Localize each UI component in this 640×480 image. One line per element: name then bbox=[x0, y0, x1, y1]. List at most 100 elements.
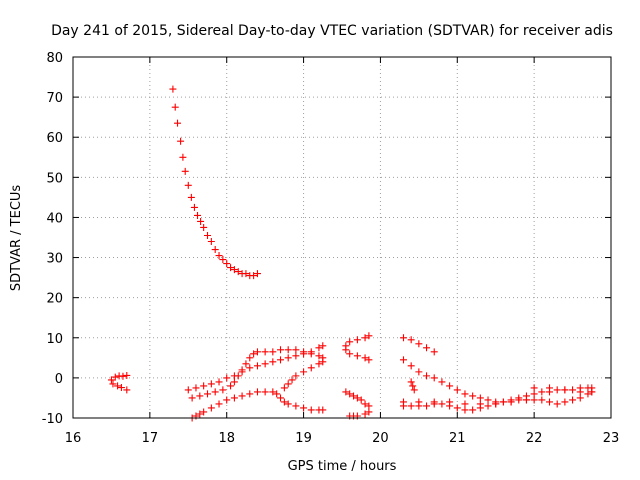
data-point bbox=[250, 272, 258, 280]
data-point bbox=[215, 400, 223, 408]
series-arc-7 bbox=[342, 332, 373, 420]
data-point bbox=[476, 394, 484, 402]
data-point bbox=[204, 231, 211, 239]
data-point bbox=[288, 376, 296, 384]
data-point bbox=[353, 394, 361, 402]
data-point bbox=[277, 346, 285, 354]
data-point bbox=[223, 374, 231, 382]
data-point bbox=[461, 400, 469, 408]
data-point bbox=[342, 346, 350, 354]
data-point bbox=[553, 400, 561, 408]
data-point bbox=[246, 354, 254, 362]
data-point bbox=[207, 380, 215, 388]
data-point bbox=[261, 388, 269, 396]
data-point bbox=[561, 386, 569, 394]
data-point bbox=[284, 346, 292, 354]
data-point bbox=[253, 348, 261, 356]
data-point bbox=[261, 360, 269, 368]
data-point bbox=[107, 376, 115, 384]
data-point bbox=[219, 386, 227, 394]
data-point bbox=[515, 394, 523, 402]
data-point bbox=[253, 362, 261, 370]
data-point bbox=[430, 348, 438, 356]
data-point bbox=[194, 211, 202, 219]
data-point bbox=[319, 358, 327, 366]
data-point bbox=[211, 246, 219, 254]
data-point bbox=[300, 368, 308, 376]
data-point bbox=[453, 404, 461, 412]
data-point bbox=[546, 384, 554, 392]
data-point bbox=[196, 410, 204, 418]
data-point bbox=[215, 252, 223, 260]
data-point bbox=[407, 378, 415, 386]
data-point bbox=[269, 348, 277, 356]
data-point bbox=[234, 268, 242, 276]
data-point bbox=[357, 396, 365, 404]
data-point bbox=[415, 368, 423, 376]
data-point bbox=[207, 238, 215, 246]
data-point bbox=[250, 350, 258, 358]
data-point bbox=[219, 256, 227, 264]
data-point bbox=[307, 350, 315, 358]
data-point bbox=[114, 382, 122, 390]
data-point bbox=[399, 398, 407, 406]
y-tick-label: 40 bbox=[46, 211, 63, 226]
data-point bbox=[315, 360, 323, 368]
data-point bbox=[227, 264, 235, 272]
data-point bbox=[171, 103, 179, 111]
data-point bbox=[430, 374, 438, 382]
x-tick-label: 19 bbox=[295, 431, 312, 446]
data-point bbox=[261, 348, 269, 356]
data-point bbox=[346, 390, 354, 398]
series-arc-5 bbox=[188, 346, 327, 402]
data-point bbox=[242, 270, 250, 278]
data-point bbox=[561, 398, 569, 406]
data-point bbox=[238, 366, 246, 374]
data-point bbox=[446, 382, 454, 390]
data-point bbox=[438, 378, 446, 386]
data-point bbox=[365, 402, 373, 410]
data-point bbox=[111, 373, 119, 381]
data-point bbox=[538, 388, 546, 396]
data-point bbox=[300, 348, 308, 356]
data-point bbox=[119, 372, 127, 380]
x-tick-label: 16 bbox=[65, 431, 82, 446]
data-point bbox=[342, 388, 350, 396]
data-point bbox=[353, 336, 361, 344]
data-point bbox=[230, 378, 238, 386]
y-tick-label: -10 bbox=[42, 412, 63, 427]
y-axis-label: SDTVAR / TECUs bbox=[9, 185, 24, 292]
data-point bbox=[453, 386, 461, 394]
data-point bbox=[461, 406, 469, 414]
data-point bbox=[438, 400, 446, 408]
data-point bbox=[280, 384, 288, 392]
data-point bbox=[407, 336, 415, 344]
x-tick-label: 17 bbox=[142, 431, 159, 446]
x-tick-label: 23 bbox=[603, 431, 620, 446]
data-point bbox=[177, 137, 185, 145]
data-point bbox=[307, 364, 315, 372]
data-point bbox=[184, 386, 192, 394]
x-tick-label: 20 bbox=[372, 431, 389, 446]
data-point bbox=[365, 356, 373, 364]
y-tick-label: 50 bbox=[46, 171, 63, 186]
series-arc-2 bbox=[169, 85, 261, 280]
data-point bbox=[499, 398, 507, 406]
data-point bbox=[315, 352, 323, 360]
data-point bbox=[361, 334, 369, 342]
data-point bbox=[353, 352, 361, 360]
data-point bbox=[350, 392, 358, 400]
y-tick-label: 80 bbox=[46, 51, 63, 66]
data-point bbox=[223, 260, 231, 268]
data-point bbox=[215, 378, 223, 386]
data-point bbox=[522, 396, 530, 404]
data-point bbox=[277, 394, 285, 402]
data-point bbox=[361, 400, 369, 408]
data-point bbox=[207, 404, 215, 412]
y-tick-label: 70 bbox=[46, 91, 63, 106]
series-arc-9 bbox=[399, 384, 596, 414]
data-point bbox=[284, 354, 292, 362]
data-point bbox=[269, 388, 277, 396]
data-point bbox=[569, 396, 577, 404]
data-point bbox=[361, 354, 369, 362]
